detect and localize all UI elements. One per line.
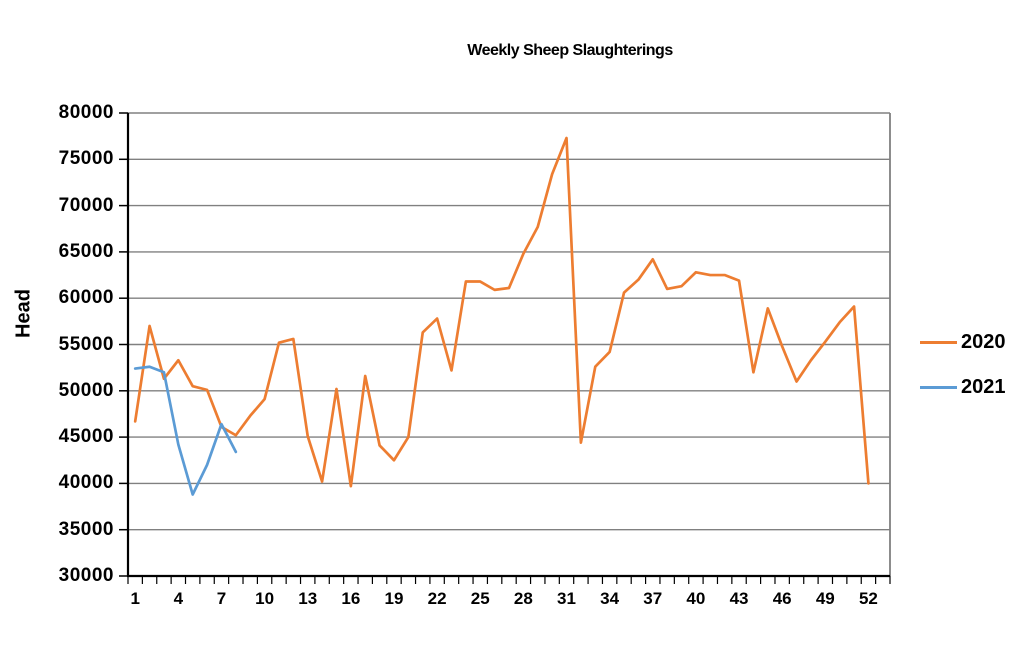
x-tick-label: 31	[557, 589, 576, 608]
y-tick-label: 75000	[58, 148, 114, 170]
series-line-2020[interactable]	[133, 136, 870, 488]
y-tick-label: 45000	[58, 426, 114, 448]
legend-entry-2021[interactable]: 2021	[920, 375, 1006, 399]
legend-line-2020-icon	[920, 340, 957, 344]
x-tick-label: 16	[341, 589, 361, 608]
x-tick-label: 46	[772, 589, 792, 608]
series-line-2021[interactable]	[133, 365, 238, 496]
y-axis-title[interactable]: Head	[12, 289, 35, 338]
x-tick-label: 37	[643, 589, 663, 608]
x-tick-label: 7	[216, 589, 227, 608]
x-tick-label: 28	[513, 589, 533, 608]
y-tick-label: 35000	[58, 518, 114, 540]
x-tick-label: 34	[600, 589, 620, 608]
y-tick-label: 30000	[58, 565, 114, 586]
x-tick-label: 40	[686, 589, 706, 608]
legend-label-2021: 2021	[961, 375, 1006, 398]
x-tick-label: 43	[729, 589, 749, 608]
chart-title[interactable]: Weekly Sheep Slaughterings	[467, 42, 673, 59]
x-tick-label: 22	[427, 589, 447, 608]
legend-line-2021-icon	[920, 385, 957, 389]
y-tick-label: 40000	[58, 472, 114, 494]
legend-entry-2020[interactable]: 2020	[920, 330, 1006, 354]
x-tick-label: 1	[130, 589, 140, 608]
x-tick-label: 49	[815, 589, 835, 608]
y-tick-label: 65000	[58, 240, 114, 262]
x-tick-label: 19	[384, 589, 404, 608]
y-tick-label: 80000	[58, 102, 114, 123]
x-tick-label: 52	[858, 589, 878, 608]
y-tick-label: 70000	[58, 194, 114, 216]
x-tick-label: 10	[255, 589, 275, 608]
y-tick-label: 55000	[58, 333, 114, 355]
plot-area[interactable]	[119, 112, 891, 584]
x-tick-label: 4	[173, 589, 184, 608]
y-tick-label: 60000	[58, 287, 114, 309]
y-tick-label: 50000	[58, 379, 114, 401]
x-tick-label: 25	[470, 589, 490, 608]
x-tick-label: 13	[298, 589, 318, 608]
legend-label-2020: 2020	[961, 330, 1006, 353]
